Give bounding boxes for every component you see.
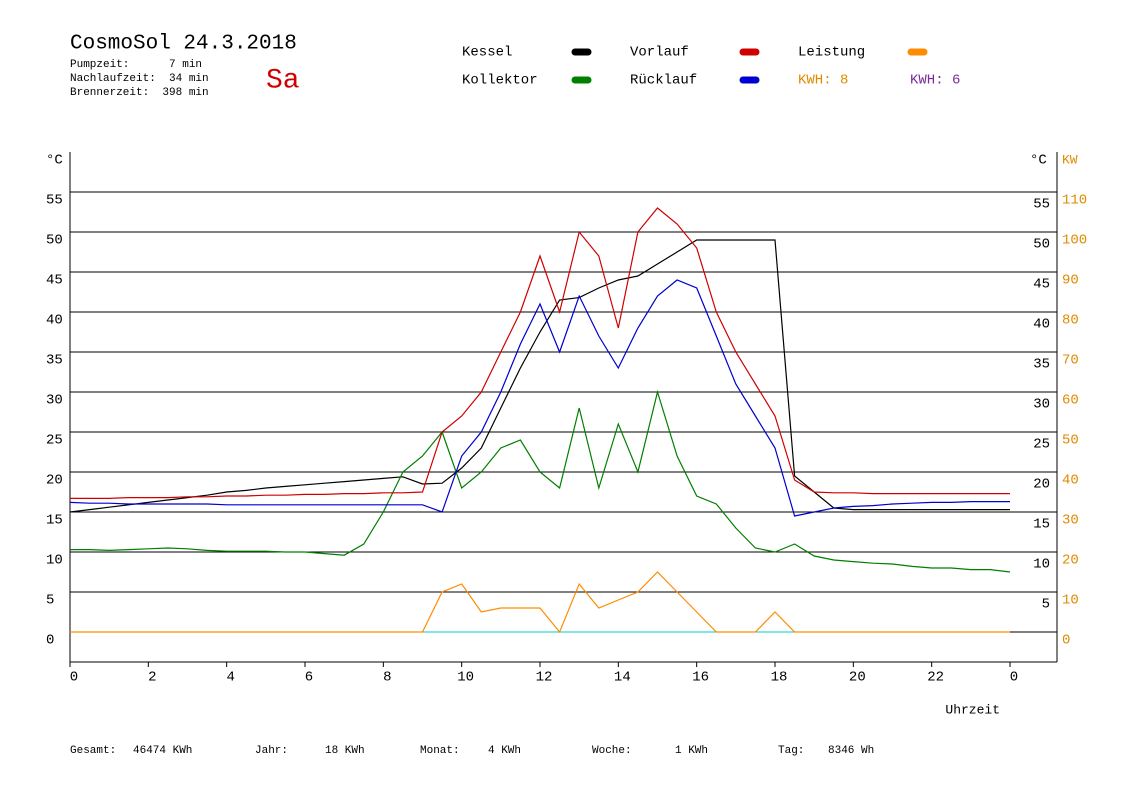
y-right-tick-label: 15 <box>1033 517 1050 533</box>
y-right-tick-label: 50 <box>1033 237 1050 253</box>
footer-label: Tag: <box>778 745 804 757</box>
chart-title: CosmoSol 24.3.2018 <box>70 33 297 56</box>
footer-value: 18 KWh <box>325 745 365 757</box>
y-right-tick-label: 10 <box>1033 557 1050 573</box>
y2-tick-label: 0 <box>1062 633 1070 649</box>
legend-label: Kollektor <box>462 73 538 89</box>
y-tick-label: 20 <box>46 473 63 489</box>
y-tick-label: 50 <box>46 233 63 249</box>
stat-line: Pumpzeit: 7 min <box>70 59 202 71</box>
series-line <box>70 207 1010 499</box>
x-tick-label: 14 <box>614 670 631 686</box>
footer-label: Monat: <box>420 745 460 757</box>
series-line <box>69 279 1010 517</box>
y2-tick-label: 20 <box>1062 553 1079 569</box>
legend-label: Leistung <box>798 45 865 61</box>
y-tick-label: 15 <box>46 513 63 529</box>
y-tick-label: 30 <box>46 393 63 409</box>
y-right-tick-label: 25 <box>1033 437 1050 453</box>
y-tick-label: 0 <box>46 633 54 649</box>
y-tick-label: 10 <box>46 553 63 569</box>
y2-tick-label: 80 <box>1062 313 1079 329</box>
x-tick-label: 20 <box>849 670 866 686</box>
footer-value: 46474 KWh <box>133 745 192 757</box>
y2-unit: KW <box>1062 152 1078 167</box>
x-tick-label: 10 <box>457 670 474 686</box>
kwh-label: KWH: 6 <box>910 73 960 89</box>
y2-tick-label: 50 <box>1062 433 1079 449</box>
y-tick-label: 25 <box>46 433 63 449</box>
x-tick-label: 12 <box>536 670 553 686</box>
y-right-tick-label: 35 <box>1033 357 1050 373</box>
x-tick-label: 4 <box>226 670 234 686</box>
y2-tick-label: 70 <box>1062 353 1079 369</box>
series-line <box>70 571 1010 634</box>
footer-value: 8346 Wh <box>828 745 874 757</box>
y-right-unit: °C <box>1030 153 1047 169</box>
x-tick-label: 16 <box>692 670 709 686</box>
y-tick-label: 55 <box>46 193 63 209</box>
y-tick-label: 5 <box>46 593 54 609</box>
x-tick-label: 8 <box>383 670 391 686</box>
footer-label: Jahr: <box>255 745 288 757</box>
x-tick-label: 0 <box>1010 670 1018 686</box>
stat-line: Brennerzeit: 398 min <box>70 87 209 99</box>
stat-line: Nachlaufzeit: 34 min <box>70 73 209 85</box>
series-line <box>70 389 1011 573</box>
footer-value: 1 KWh <box>675 745 708 757</box>
y-unit: °C <box>46 153 63 169</box>
y-tick-label: 40 <box>46 313 63 329</box>
x-tick-label: 18 <box>771 670 788 686</box>
y-right-tick-label: 5 <box>1042 597 1050 613</box>
footer-value: 4 KWh <box>488 745 521 757</box>
y-tick-label: 45 <box>46 273 63 289</box>
y-tick-label: 35 <box>46 353 63 369</box>
series-line <box>69 239 1010 513</box>
y-right-tick-label: 55 <box>1033 197 1050 213</box>
y-right-tick-label: 20 <box>1033 477 1050 493</box>
footer-label: Gesamt: <box>70 745 116 757</box>
legend-label: Rücklauf <box>630 73 697 89</box>
y2-tick-label: 110 <box>1062 193 1087 209</box>
y2-tick-label: 10 <box>1062 593 1079 609</box>
y2-tick-label: 40 <box>1062 473 1079 489</box>
y-right-tick-label: 40 <box>1033 317 1050 333</box>
x-tick-label: 22 <box>927 670 944 686</box>
x-tick-label: 2 <box>148 670 156 686</box>
y-right-tick-label: 30 <box>1033 397 1050 413</box>
y2-tick-label: 60 <box>1062 393 1079 409</box>
x-tick-label: 6 <box>305 670 313 686</box>
y2-tick-label: 90 <box>1062 273 1079 289</box>
kwh-label: KWH: 8 <box>798 73 848 89</box>
x-axis-label: Uhrzeit <box>945 702 1000 717</box>
x-tick-label: 0 <box>70 670 78 686</box>
y-right-tick-label: 45 <box>1033 277 1050 293</box>
day-label: Sa <box>266 65 300 96</box>
y2-tick-label: 100 <box>1062 233 1087 249</box>
legend-label: Kessel <box>462 45 512 61</box>
legend-label: Vorlauf <box>630 45 689 61</box>
footer-label: Woche: <box>592 745 632 757</box>
y2-tick-label: 30 <box>1062 513 1079 529</box>
